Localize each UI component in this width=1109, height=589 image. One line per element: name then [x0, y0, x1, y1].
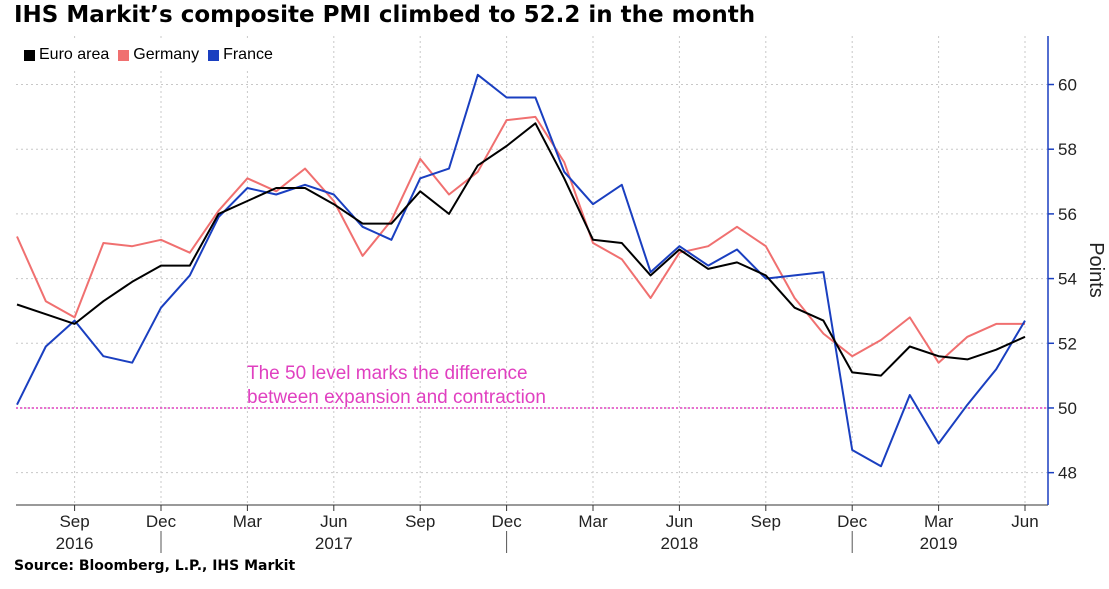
x-tick-label: Mar: [578, 512, 608, 531]
x-tick-label: Jun: [666, 512, 693, 531]
series-line-france: [16, 73, 1026, 468]
legend: Euro area Germany France: [18, 40, 290, 70]
legend-swatch-france: [208, 49, 220, 61]
x-tick-label: Sep: [59, 512, 89, 531]
year-label: 2018: [660, 534, 698, 553]
legend-label-euro-area: Euro area: [39, 46, 110, 63]
y-tick-label: 50: [1058, 399, 1077, 418]
source-note: Source: Bloomberg, L.P., IHS Markit: [14, 558, 296, 574]
legend-item-germany[interactable]: Germany: [118, 46, 199, 64]
legend-label-france: France: [223, 46, 273, 63]
legend-item-france[interactable]: France: [208, 46, 273, 64]
legend-label-germany: Germany: [133, 46, 200, 63]
series-line-euro-area: [16, 122, 1026, 377]
annotation-line: The 50 level marks the difference: [247, 363, 528, 384]
annotation-layer: The 50 level marks the difference between…: [247, 363, 546, 408]
series-line-germany: [16, 115, 1025, 364]
y-tick-label: 52: [1058, 334, 1077, 353]
legend-item-euro-area[interactable]: Euro area: [24, 46, 109, 64]
x-tick-label: Dec: [491, 512, 522, 531]
y-axis-label: Points: [1085, 242, 1107, 298]
x-tick-label: Jun: [320, 512, 347, 531]
y-tick-label: 48: [1058, 464, 1077, 483]
series-layer: [16, 73, 1026, 468]
axis-layer: 48 50 52 54 56 58 60 Sep Dec Mar Jun Sep Dec Mar Jun Se…: [16, 36, 1107, 553]
x-tick-label: Jun: [1011, 512, 1038, 531]
year-label: 2019: [920, 534, 958, 553]
x-tick-label: Sep: [751, 512, 781, 531]
legend-swatch-germany: [118, 49, 130, 61]
x-tick-label: Mar: [233, 512, 263, 531]
y-tick-label: 58: [1058, 140, 1077, 159]
year-label: 2016: [56, 534, 94, 553]
y-tick-label: 56: [1058, 205, 1077, 224]
x-tick-label: Sep: [405, 512, 435, 531]
x-tick-label: Dec: [146, 512, 177, 531]
year-label: 2017: [315, 534, 353, 553]
y-tick-label: 60: [1058, 76, 1077, 95]
y-tick-label: 54: [1058, 270, 1077, 289]
legend-swatch-euro-area: [24, 49, 35, 61]
x-tick-label: Mar: [924, 512, 954, 531]
annotation-line: between expansion and contraction: [247, 387, 546, 408]
chart-title: IHS Markit’s composite PMI climbed to 52…: [14, 2, 756, 28]
x-tick-label: Dec: [837, 512, 868, 531]
